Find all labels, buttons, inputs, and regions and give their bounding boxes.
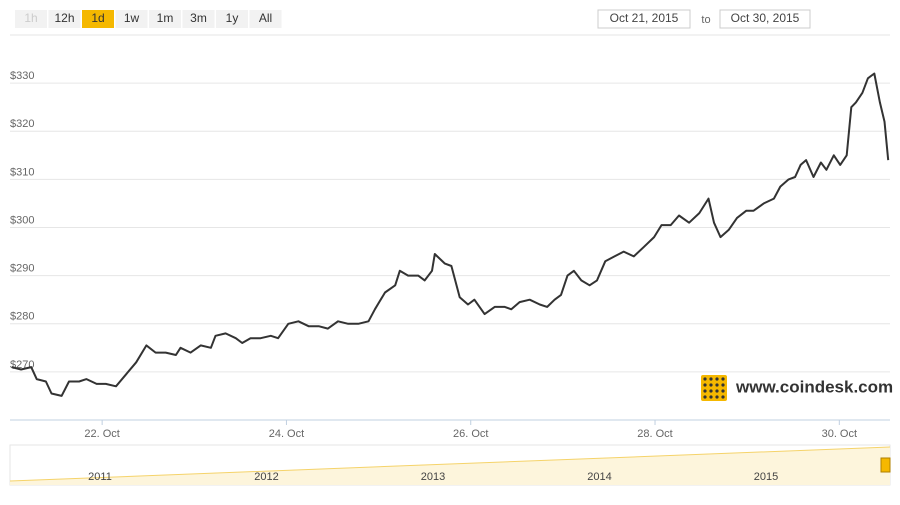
range-button[interactable]: 12h xyxy=(48,10,81,28)
range-button[interactable]: 1w xyxy=(115,10,148,28)
watermark: www.coindesk.com xyxy=(735,377,893,396)
button-label: 1w xyxy=(124,11,140,25)
range-button[interactable]: 1m xyxy=(149,10,181,28)
logo-dot xyxy=(721,377,725,381)
y-tick-label: $310 xyxy=(10,166,34,178)
button-label: 1d xyxy=(91,11,104,25)
logo-dot xyxy=(703,383,707,387)
navigator-label: 2014 xyxy=(587,471,611,483)
logo-dot xyxy=(703,395,707,399)
y-tick-label: $320 xyxy=(10,118,34,130)
button-bg xyxy=(182,10,215,28)
range-button[interactable]: All xyxy=(249,10,282,28)
logo-dot xyxy=(709,389,713,393)
price-line xyxy=(11,72,890,397)
logo-dot xyxy=(715,389,719,393)
button-bg xyxy=(249,10,282,28)
y-tick-label: $300 xyxy=(10,214,34,226)
logo-dot xyxy=(709,383,713,387)
logo-dot xyxy=(721,395,725,399)
logo-dot xyxy=(709,377,713,381)
button-label: 1m xyxy=(157,11,174,25)
y-tick-label: $290 xyxy=(10,263,34,275)
button-bg xyxy=(149,10,181,28)
to-input[interactable] xyxy=(719,9,811,29)
logo-dot xyxy=(715,377,719,381)
logo-dot xyxy=(721,383,725,387)
button-bg xyxy=(82,10,114,28)
button-bg xyxy=(115,10,148,28)
logo-dot xyxy=(703,389,707,393)
button-label: 1h xyxy=(24,11,37,25)
button-label: All xyxy=(259,11,272,25)
logo xyxy=(701,375,727,401)
navigator-area xyxy=(10,447,890,485)
y-tick-label: $280 xyxy=(10,311,34,323)
navigator-line xyxy=(9,446,891,482)
navigator-label: 2012 xyxy=(254,471,278,483)
range-button[interactable]: 1y xyxy=(216,10,248,28)
to-label: to xyxy=(701,14,710,26)
range-button[interactable]: 1h xyxy=(15,10,47,28)
range-button[interactable]: 1d xyxy=(82,10,114,28)
y-tick-label: $330 xyxy=(10,70,34,82)
x-tick-label: 24. Oct xyxy=(269,428,304,440)
x-tick-label: 30. Oct xyxy=(822,428,857,440)
to-date: Oct 30, 2015 xyxy=(731,11,800,25)
navigator-label: 2015 xyxy=(754,471,778,483)
navigator-label: 2011 xyxy=(88,471,112,483)
navigator-label: 2013 xyxy=(421,471,445,483)
button-bg xyxy=(15,10,47,28)
x-tick-label: 26. Oct xyxy=(453,428,488,440)
from-input[interactable] xyxy=(597,9,691,29)
from-date: Oct 21, 2015 xyxy=(610,11,679,25)
logo-dot xyxy=(715,395,719,399)
button-label: 1y xyxy=(226,11,239,25)
logo-dot xyxy=(709,395,713,399)
button-bg xyxy=(48,10,81,28)
range-button[interactable]: 3m xyxy=(182,10,215,28)
x-tick-label: 28. Oct xyxy=(637,428,672,440)
button-label: 12h xyxy=(54,11,74,25)
button-bg xyxy=(216,10,248,28)
button-label: 3m xyxy=(190,11,207,25)
x-tick-label: 22. Oct xyxy=(84,428,119,440)
navigator-handle[interactable] xyxy=(880,457,891,473)
logo-dot xyxy=(715,383,719,387)
logo-dot xyxy=(721,389,725,393)
logo-dot xyxy=(703,377,707,381)
